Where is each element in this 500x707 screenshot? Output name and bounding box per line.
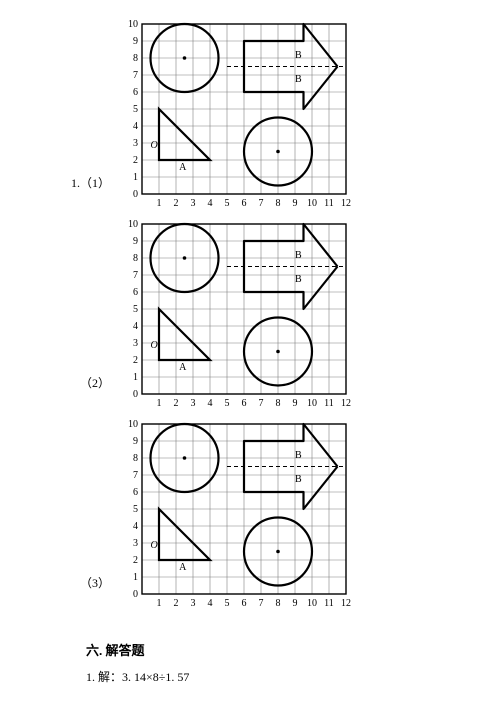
figure-1: 012345678910123456789101112AOBB [120, 20, 356, 210]
svg-text:5: 5 [225, 598, 230, 609]
svg-text:6: 6 [133, 487, 138, 498]
svg-text:1: 1 [157, 398, 162, 409]
svg-text:O: O [151, 340, 158, 351]
svg-text:1: 1 [133, 172, 138, 183]
svg-text:12: 12 [341, 398, 351, 409]
svg-text:5: 5 [133, 104, 138, 115]
svg-text:A: A [179, 562, 187, 573]
figure-3: 012345678910123456789101112AOBB [120, 420, 356, 610]
svg-text:1: 1 [157, 198, 162, 209]
svg-text:12: 12 [341, 198, 351, 209]
svg-text:1: 1 [157, 598, 162, 609]
grid-figure-3: 012345678910123456789101112AOBB [120, 420, 356, 610]
svg-text:9: 9 [293, 598, 298, 609]
svg-text:7: 7 [133, 270, 138, 281]
svg-text:O: O [151, 540, 158, 551]
svg-text:12: 12 [341, 598, 351, 609]
svg-text:6: 6 [133, 287, 138, 298]
svg-text:A: A [179, 162, 187, 173]
svg-text:7: 7 [133, 470, 138, 481]
svg-text:6: 6 [242, 198, 247, 209]
svg-text:B: B [295, 74, 302, 85]
svg-text:7: 7 [259, 398, 264, 409]
svg-text:10: 10 [307, 398, 317, 409]
svg-text:9: 9 [133, 436, 138, 447]
svg-text:A: A [179, 362, 187, 373]
figure-1-label: 1.（1） [71, 174, 110, 191]
svg-text:2: 2 [133, 555, 138, 566]
svg-text:B: B [295, 274, 302, 285]
figure-2-label: （2） [80, 374, 110, 391]
svg-text:10: 10 [128, 420, 138, 430]
svg-text:10: 10 [307, 598, 317, 609]
grid-figure-1: 012345678910123456789101112AOBB [120, 20, 356, 210]
svg-text:9: 9 [293, 398, 298, 409]
svg-text:7: 7 [259, 198, 264, 209]
svg-text:8: 8 [133, 253, 138, 264]
svg-text:11: 11 [324, 198, 334, 209]
svg-text:10: 10 [128, 20, 138, 30]
svg-text:9: 9 [133, 236, 138, 247]
svg-text:0: 0 [133, 389, 138, 400]
svg-text:11: 11 [324, 598, 334, 609]
svg-text:7: 7 [259, 598, 264, 609]
svg-text:3: 3 [191, 398, 196, 409]
svg-text:B: B [295, 450, 302, 461]
svg-text:3: 3 [133, 538, 138, 549]
svg-text:3: 3 [191, 598, 196, 609]
svg-text:4: 4 [208, 198, 213, 209]
svg-text:10: 10 [128, 220, 138, 230]
svg-text:6: 6 [242, 398, 247, 409]
svg-text:0: 0 [133, 589, 138, 600]
svg-text:3: 3 [191, 198, 196, 209]
svg-text:5: 5 [225, 398, 230, 409]
svg-text:8: 8 [276, 198, 281, 209]
svg-text:1: 1 [133, 372, 138, 383]
svg-text:8: 8 [276, 598, 281, 609]
figure-2: 012345678910123456789101112AOBB [120, 220, 356, 410]
svg-text:4: 4 [208, 598, 213, 609]
section-6-heading: 六. 解答题 [86, 640, 145, 659]
svg-text:3: 3 [133, 338, 138, 349]
svg-text:2: 2 [174, 198, 179, 209]
svg-text:1: 1 [133, 572, 138, 583]
svg-text:9: 9 [133, 36, 138, 47]
answer-1: 1. 解：3. 14×8÷1. 57 [86, 668, 189, 685]
svg-text:5: 5 [133, 504, 138, 515]
svg-text:4: 4 [133, 521, 138, 532]
svg-text:B: B [295, 50, 302, 61]
svg-text:O: O [151, 140, 158, 151]
svg-text:9: 9 [293, 198, 298, 209]
grid-figure-2: 012345678910123456789101112AOBB [120, 220, 356, 410]
svg-text:2: 2 [174, 598, 179, 609]
svg-text:3: 3 [133, 138, 138, 149]
svg-text:8: 8 [133, 53, 138, 64]
svg-text:0: 0 [133, 189, 138, 200]
svg-text:11: 11 [324, 398, 334, 409]
svg-text:B: B [295, 474, 302, 485]
svg-text:6: 6 [242, 598, 247, 609]
svg-text:7: 7 [133, 70, 138, 81]
svg-text:5: 5 [225, 198, 230, 209]
svg-text:10: 10 [307, 198, 317, 209]
svg-text:6: 6 [133, 87, 138, 98]
svg-text:B: B [295, 250, 302, 261]
svg-text:4: 4 [208, 398, 213, 409]
svg-text:2: 2 [174, 398, 179, 409]
svg-text:2: 2 [133, 355, 138, 366]
svg-text:4: 4 [133, 321, 138, 332]
svg-text:2: 2 [133, 155, 138, 166]
svg-text:5: 5 [133, 304, 138, 315]
figure-3-label: （3） [80, 574, 110, 591]
svg-text:4: 4 [133, 121, 138, 132]
svg-text:8: 8 [133, 453, 138, 464]
svg-text:8: 8 [276, 398, 281, 409]
